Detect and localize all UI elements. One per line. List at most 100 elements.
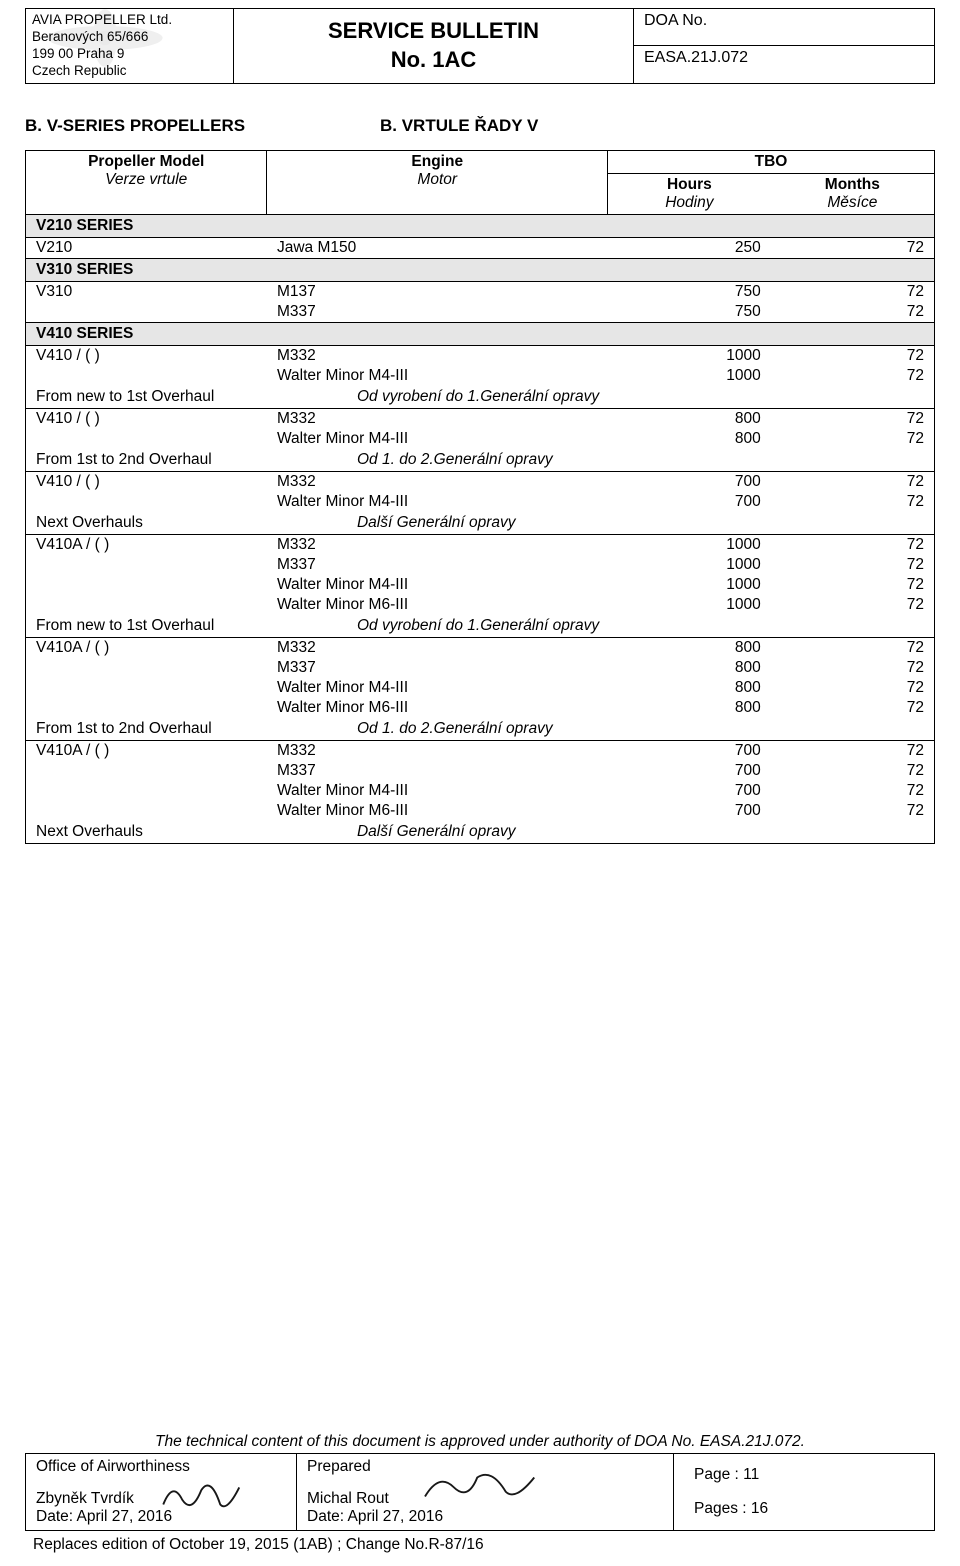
company-addr2: 199 00 Praha 9 — [32, 46, 227, 63]
cell-engine: Walter Minor M6-III — [267, 595, 607, 615]
cell-hours: 750 — [607, 281, 770, 302]
cell-months: 72 — [771, 492, 935, 512]
cell-engine: M332 — [267, 740, 607, 761]
ftr-colA-title: Office of Airworthiness — [36, 1458, 286, 1476]
doa-value: EASA.21J.072 — [634, 46, 934, 82]
cell-hours: 800 — [607, 678, 770, 698]
cell-engine: Walter Minor M4-III — [267, 492, 607, 512]
cell-model — [26, 366, 267, 386]
cell-engine: M137 — [267, 281, 607, 302]
section-heading: B. V-SERIES PROPELLERS B. VRTULE ŘADY V — [25, 116, 935, 136]
th-model: Propeller Model — [36, 153, 256, 171]
cell-engine: Walter Minor M6-III — [267, 801, 607, 821]
cell-engine: M337 — [267, 555, 607, 575]
cell-months: 72 — [771, 534, 935, 555]
pages-total: Pages : 16 — [694, 1500, 924, 1518]
company-addr1: Beranových 65/666 — [32, 29, 227, 46]
cell-hours: 1000 — [607, 366, 770, 386]
cell-engine: M332 — [267, 408, 607, 429]
cell-months: 72 — [771, 801, 935, 821]
cell-hours: 750 — [607, 302, 770, 323]
document-footer: Office of Airworthiness Zbyněk Tvrdík Da… — [25, 1453, 935, 1531]
cell-months: 72 — [771, 429, 935, 449]
note-left: From new to 1st Overhaul — [26, 615, 267, 638]
cell-model: V410A / ( ) — [26, 740, 267, 761]
cell-months: 72 — [771, 595, 935, 615]
cell-hours: 250 — [607, 237, 770, 258]
cell-model: V410A / ( ) — [26, 534, 267, 555]
note-right: Další Generální opravy — [267, 512, 935, 535]
series-row: V410 SERIES — [26, 322, 935, 345]
replaces-line: Replaces edition of October 19, 2015 (1A… — [33, 1536, 484, 1554]
cell-months: 72 — [771, 678, 935, 698]
ftr-colB-date: Date: April 27, 2016 — [307, 1508, 663, 1526]
cell-model — [26, 801, 267, 821]
cell-engine: M337 — [267, 658, 607, 678]
th-months: Months — [781, 176, 924, 194]
th-tbo: TBO — [607, 150, 934, 173]
note-left: From new to 1st Overhaul — [26, 386, 267, 409]
approval-statement: The technical content of this document i… — [25, 1433, 935, 1451]
cell-months: 72 — [771, 366, 935, 386]
cell-model: V410A / ( ) — [26, 637, 267, 658]
cell-engine: M337 — [267, 302, 607, 323]
cell-hours: 800 — [607, 429, 770, 449]
cell-engine: Walter Minor M4-III — [267, 429, 607, 449]
cell-engine: Walter Minor M4-III — [267, 678, 607, 698]
company-addr3: Czech Republic — [32, 63, 227, 80]
cell-months: 72 — [771, 781, 935, 801]
page-number: Page : 11 — [694, 1466, 924, 1484]
th-hours: Hours — [618, 176, 761, 194]
cell-engine: M332 — [267, 471, 607, 492]
cell-engine: M337 — [267, 761, 607, 781]
tbo-table: Propeller Model Verze vrtule Engine Moto… — [25, 150, 935, 844]
cell-hours: 1000 — [607, 555, 770, 575]
cell-hours: 1000 — [607, 345, 770, 366]
cell-hours: 700 — [607, 801, 770, 821]
cell-months: 72 — [771, 281, 935, 302]
cell-model — [26, 302, 267, 323]
cell-hours: 1000 — [607, 595, 770, 615]
cell-model: V410 / ( ) — [26, 471, 267, 492]
cell-model — [26, 492, 267, 512]
cell-model — [26, 658, 267, 678]
cell-hours: 800 — [607, 637, 770, 658]
cell-model: V210 — [26, 237, 267, 258]
cell-model — [26, 781, 267, 801]
cell-hours: 800 — [607, 658, 770, 678]
cell-engine: Jawa M150 — [267, 237, 607, 258]
cell-months: 72 — [771, 237, 935, 258]
company-name: AVIA PROPELLER Ltd. — [32, 12, 227, 29]
cell-engine: M332 — [267, 345, 607, 366]
cell-model — [26, 555, 267, 575]
cell-hours: 800 — [607, 408, 770, 429]
cell-months: 72 — [771, 761, 935, 781]
section-right: B. VRTULE ŘADY V — [380, 116, 538, 136]
th-engine-sub: Motor — [277, 171, 596, 189]
th-months-sub: Měsíce — [781, 194, 924, 212]
th-hours-sub: Hodiny — [618, 194, 761, 212]
note-right: Od vyrobení do 1.Generální opravy — [267, 615, 935, 638]
note-left: Next Overhauls — [26, 821, 267, 844]
cell-hours: 800 — [607, 698, 770, 718]
cell-months: 72 — [771, 698, 935, 718]
cell-model — [26, 595, 267, 615]
cell-engine: Walter Minor M6-III — [267, 698, 607, 718]
cell-months: 72 — [771, 740, 935, 761]
cell-hours: 700 — [607, 740, 770, 761]
cell-model — [26, 761, 267, 781]
cell-months: 72 — [771, 345, 935, 366]
cell-hours: 700 — [607, 492, 770, 512]
series-row: V310 SERIES — [26, 258, 935, 281]
cell-months: 72 — [771, 658, 935, 678]
series-row: V210 SERIES — [26, 214, 935, 237]
note-left: From 1st to 2nd Overhaul — [26, 718, 267, 741]
cell-hours: 1000 — [607, 534, 770, 555]
note-right: Od 1. do 2.Generální opravy — [267, 718, 935, 741]
cell-engine: Walter Minor M4-III — [267, 575, 607, 595]
note-right: Od 1. do 2.Generální opravy — [267, 449, 935, 472]
cell-months: 72 — [771, 471, 935, 492]
cell-model — [26, 575, 267, 595]
cell-model: V410 / ( ) — [26, 408, 267, 429]
cell-model: V310 — [26, 281, 267, 302]
